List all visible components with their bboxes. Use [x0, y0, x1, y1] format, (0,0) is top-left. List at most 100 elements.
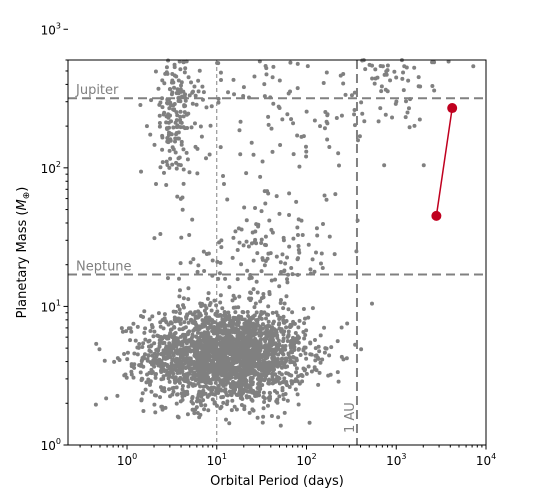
- population-point: [245, 268, 250, 273]
- population-point: [177, 307, 182, 312]
- population-point: [247, 276, 252, 281]
- population-point: [266, 122, 271, 127]
- population-point: [313, 358, 318, 363]
- population-point: [359, 100, 364, 105]
- population-point: [190, 101, 195, 106]
- population-point: [285, 280, 290, 285]
- population-point: [259, 269, 264, 274]
- population-point: [177, 327, 182, 332]
- population-point: [190, 377, 195, 382]
- population-point: [184, 150, 189, 155]
- population-point: [193, 310, 198, 315]
- population-point: [198, 400, 203, 405]
- population-point: [412, 65, 417, 70]
- population-point: [323, 346, 328, 351]
- population-point: [189, 343, 194, 348]
- population-point: [153, 410, 158, 415]
- population-point: [306, 315, 311, 320]
- population-point: [294, 339, 299, 344]
- population-point: [241, 85, 246, 90]
- population-point: [390, 115, 395, 120]
- population-point: [314, 226, 319, 231]
- y-tick-label: 100: [41, 437, 61, 453]
- population-point: [278, 349, 283, 354]
- population-point: [248, 291, 253, 296]
- population-point: [178, 311, 183, 316]
- population-point: [352, 112, 357, 117]
- population-point: [276, 415, 281, 420]
- population-point: [161, 326, 166, 331]
- population-point: [152, 142, 157, 147]
- population-point: [283, 365, 288, 370]
- population-point: [271, 368, 276, 373]
- population-point: [315, 355, 320, 360]
- population-point: [267, 366, 272, 371]
- y-axis-ticks: 100 101 102 103: [41, 21, 68, 453]
- population-point: [139, 376, 144, 381]
- population-point: [284, 371, 289, 376]
- population-point: [198, 412, 203, 417]
- population-point: [250, 376, 254, 381]
- population-point: [328, 372, 333, 377]
- population-point: [144, 380, 149, 385]
- population-point: [304, 328, 309, 333]
- population-point: [277, 106, 282, 111]
- population-point: [148, 349, 153, 354]
- population-point: [282, 301, 287, 306]
- population-point: [217, 348, 222, 353]
- population-point: [172, 325, 177, 330]
- population-point: [160, 96, 165, 101]
- population-point: [143, 352, 147, 357]
- population-point: [264, 333, 269, 338]
- population-point: [172, 85, 177, 90]
- population-point: [152, 341, 157, 346]
- population-point: [198, 301, 203, 306]
- population-point: [270, 149, 275, 154]
- population-point: [205, 357, 210, 362]
- population-point: [193, 377, 198, 382]
- population-point: [194, 405, 199, 410]
- population-point: [195, 171, 200, 176]
- population-point: [131, 375, 136, 380]
- population-point: [157, 102, 162, 107]
- population-point: [270, 75, 275, 80]
- population-point: [183, 92, 188, 97]
- population-point: [197, 311, 202, 316]
- population-point: [176, 78, 181, 83]
- population-point: [254, 310, 259, 315]
- x-tick-label: 100: [117, 452, 137, 468]
- population-point: [392, 69, 397, 74]
- population-point: [124, 375, 129, 380]
- population-point: [279, 270, 284, 275]
- population-point: [352, 123, 357, 128]
- population-point: [257, 333, 262, 338]
- population-point: [276, 346, 281, 351]
- population-point: [270, 355, 275, 360]
- population-point: [271, 321, 276, 326]
- population-point: [178, 67, 183, 72]
- population-point: [278, 300, 283, 305]
- population-point: [281, 352, 286, 357]
- population-point: [167, 341, 172, 346]
- population-point: [333, 192, 338, 197]
- population-point: [339, 325, 344, 330]
- population-point: [262, 337, 267, 342]
- population-point: [309, 369, 314, 374]
- population-point: [404, 65, 409, 70]
- population-point: [304, 371, 309, 376]
- population-point: [344, 356, 349, 361]
- population-point: [254, 279, 259, 284]
- population-point: [94, 341, 99, 346]
- population-point: [201, 398, 206, 403]
- population-point: [141, 408, 146, 413]
- population-point: [193, 314, 198, 319]
- population-point: [168, 364, 173, 369]
- population-point: [216, 96, 221, 101]
- population-point: [262, 242, 267, 247]
- population-point: [234, 337, 239, 342]
- population-point: [228, 392, 233, 397]
- population-point: [165, 276, 170, 281]
- population-point: [252, 305, 257, 310]
- population-point: [178, 125, 183, 130]
- population-point: [274, 330, 279, 335]
